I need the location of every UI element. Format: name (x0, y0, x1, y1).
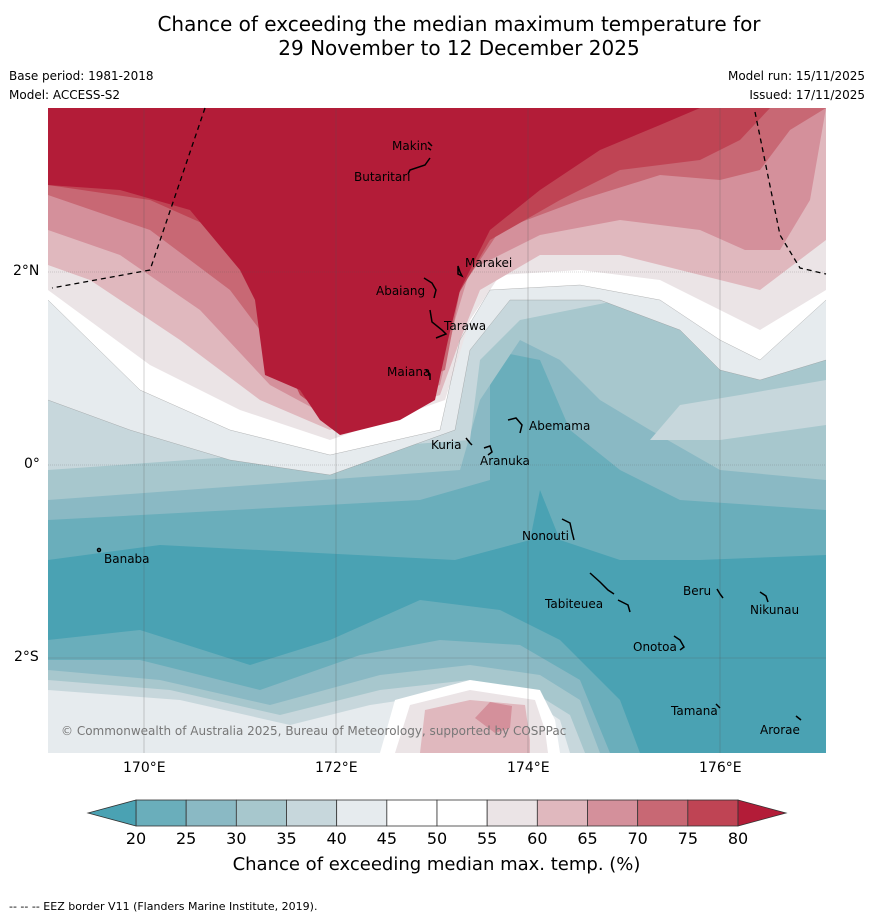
butaritari-island (407, 157, 431, 175)
eez-border (51, 107, 827, 289)
makin-island (427, 141, 433, 151)
lon-tick-174: 174°E (507, 760, 550, 776)
colorbar-tick: 50 (426, 829, 448, 848)
colorbar-tick: 30 (226, 829, 247, 848)
label-beru: Beru (683, 584, 712, 598)
label-arorae: Arorae (760, 723, 800, 737)
tamana-island (715, 703, 721, 709)
label-onotoa: Onotoa (633, 640, 677, 654)
contour-above-80 (48, 108, 700, 435)
label-butaritari: Butaritari (354, 170, 411, 184)
colorbar-tick: 35 (276, 829, 297, 848)
nikunau-island (759, 591, 769, 603)
contour-lines (48, 284, 826, 476)
onotoa-island (673, 635, 685, 651)
marakei-island (457, 265, 464, 278)
title-line-2: 29 November to 12 December 2025 (278, 36, 640, 60)
label-banaba: Banaba (104, 552, 150, 566)
colorbar-tick: 60 (527, 829, 548, 848)
lat-tick-2n: 2°N (13, 263, 40, 279)
label-tabiteuea: Tabiteuea (545, 597, 604, 611)
label-makin: Makin (392, 139, 428, 153)
map-title: Chance of exceeding the median maximum t… (0, 12, 873, 60)
lon-tick-170: 170°E (123, 760, 166, 776)
lat-tick-2s: 2°S (14, 649, 39, 665)
copyright-notice: © Commonwealth of Australia 2025, Bureau… (61, 724, 567, 738)
label-abaiang: Abaiang (376, 284, 426, 298)
eez-footnote: -- -- -- EEZ border V11 (Flanders Marine… (9, 900, 318, 913)
contour-65-70-south (475, 702, 512, 733)
lon-tick-176: 176°E (699, 760, 742, 776)
label-maiana: Maiana (387, 365, 431, 379)
colorbar-tick: 65 (577, 829, 598, 848)
label-nonouti: Nonouti (522, 529, 569, 543)
colorbar-tick: 40 (326, 829, 347, 848)
colorbar-tick: 80 (727, 829, 749, 848)
aranuka-island (483, 445, 493, 456)
colorbar-label: Chance of exceeding median max. temp. (%… (232, 854, 641, 875)
abaiang-island (423, 277, 437, 299)
label-kuria: Kuria (431, 438, 462, 452)
title-line-1: Chance of exceeding the median maximum t… (157, 12, 761, 36)
label-tamana: Tamana (671, 704, 718, 718)
kuria-island (465, 437, 473, 446)
model-name: Model: ACCESS-S2 (9, 88, 121, 102)
colorbar-tick: 75 (677, 829, 698, 848)
label-tarawa: Tarawa (444, 319, 487, 333)
colorbar-tick: 45 (376, 829, 397, 848)
tabiteuea-island (589, 572, 631, 613)
issued-date: Issued: 17/11/2025 (749, 88, 865, 102)
colorbar-tick: 20 (125, 829, 147, 848)
label-aranuka: Aranuka (480, 454, 530, 468)
label-marakei: Marakei (465, 256, 513, 270)
abemama-island (507, 417, 523, 434)
lat-tick-0: 0° (24, 456, 40, 472)
island-outlines (96, 141, 802, 721)
label-nikunau: Nikunau (750, 603, 800, 617)
probability-contours (48, 108, 826, 753)
maiana-island (425, 369, 431, 380)
graticule (48, 108, 826, 753)
base-period: Base period: 1981-2018 (9, 69, 154, 83)
colorbar-tick: 25 (175, 829, 197, 848)
colorbar-tick: 55 (476, 829, 498, 848)
model-run: Model run: 15/11/2025 (727, 69, 865, 83)
banaba-island (96, 547, 102, 553)
arorae-island (795, 715, 802, 721)
colorbar-tick: 70 (627, 829, 648, 848)
lon-tick-172: 172°E (315, 760, 358, 776)
beru-island (716, 588, 724, 599)
nonouti-island (561, 518, 575, 541)
label-abemama: Abemama (529, 419, 591, 433)
tarawa-island (429, 309, 448, 339)
